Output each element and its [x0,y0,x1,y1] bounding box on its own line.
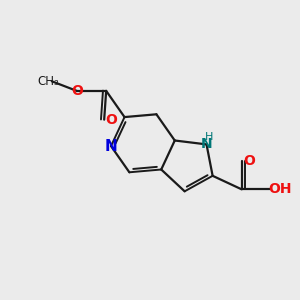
Text: N: N [201,137,212,152]
Text: OH: OH [268,182,292,196]
Text: N: N [105,139,117,154]
Text: H: H [204,132,213,142]
Text: O: O [105,113,117,127]
Text: O: O [243,154,255,167]
Text: CH₃: CH₃ [37,75,58,88]
Text: O: O [71,84,83,98]
